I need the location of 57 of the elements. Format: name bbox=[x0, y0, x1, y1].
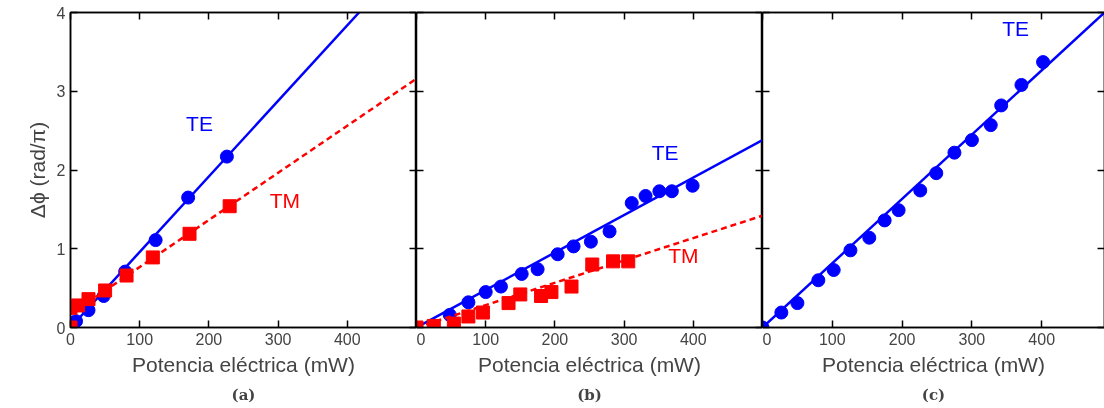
point bbox=[685, 178, 700, 193]
point bbox=[891, 203, 906, 218]
x-tick-label: 200 bbox=[888, 330, 916, 348]
x-tick-label: 0 bbox=[762, 330, 772, 348]
point bbox=[501, 296, 516, 311]
point bbox=[182, 226, 197, 241]
point bbox=[621, 254, 636, 269]
y-tick-label: 1 bbox=[56, 240, 66, 258]
x-tick-label: 0 bbox=[416, 330, 426, 348]
x-tick-label: 100 bbox=[818, 330, 846, 348]
x-tick-label: 300 bbox=[264, 330, 292, 348]
x-tick-label: 400 bbox=[1028, 330, 1056, 348]
x-tick-label: 300 bbox=[958, 330, 986, 348]
x-tick-label: 400 bbox=[333, 330, 361, 348]
x-tick-label: 200 bbox=[541, 330, 569, 348]
x-axis-title: Potencia eléctrica (mW) bbox=[132, 352, 355, 376]
point bbox=[145, 250, 160, 265]
series-label: TE bbox=[186, 111, 213, 135]
y-tick-label: 3 bbox=[56, 83, 66, 101]
point bbox=[530, 262, 545, 277]
y-tick-label: 0 bbox=[56, 319, 66, 337]
point bbox=[602, 224, 617, 239]
point bbox=[544, 285, 559, 300]
x-tick-label: 100 bbox=[472, 330, 500, 348]
point bbox=[564, 279, 579, 294]
series-label: TM bbox=[668, 243, 699, 267]
point bbox=[638, 189, 653, 203]
x-tick-label: 100 bbox=[126, 330, 154, 348]
point bbox=[446, 316, 461, 328]
series-label: TE bbox=[651, 140, 679, 164]
x-tick-label: 200 bbox=[195, 330, 223, 348]
text: (b) bbox=[577, 385, 602, 404]
text: (c) bbox=[921, 385, 946, 404]
y-tick-label: 2 bbox=[56, 162, 66, 179]
point bbox=[826, 263, 841, 277]
series-label: TM bbox=[269, 188, 300, 212]
point bbox=[513, 287, 528, 302]
point bbox=[119, 268, 134, 283]
x-axis-title: Potencia eléctrica (mW) bbox=[478, 352, 701, 376]
point bbox=[583, 234, 598, 249]
x-axis-title: Potencia eléctrica (mW) bbox=[822, 352, 1045, 376]
point bbox=[862, 230, 877, 245]
y-axis-title: Δϕ (rad/π) bbox=[25, 121, 49, 219]
point bbox=[624, 196, 639, 211]
point bbox=[606, 254, 621, 269]
point bbox=[913, 183, 928, 198]
x-tick-label: 300 bbox=[610, 330, 638, 348]
x-tick-label: 400 bbox=[679, 330, 707, 348]
point bbox=[81, 292, 96, 307]
y-tick-label: 4 bbox=[56, 4, 66, 22]
point bbox=[585, 257, 600, 272]
point bbox=[461, 309, 476, 324]
text: (a) bbox=[231, 385, 256, 404]
point bbox=[475, 305, 490, 320]
point bbox=[983, 118, 998, 133]
point bbox=[98, 283, 113, 298]
series-label: TE bbox=[1002, 17, 1030, 41]
